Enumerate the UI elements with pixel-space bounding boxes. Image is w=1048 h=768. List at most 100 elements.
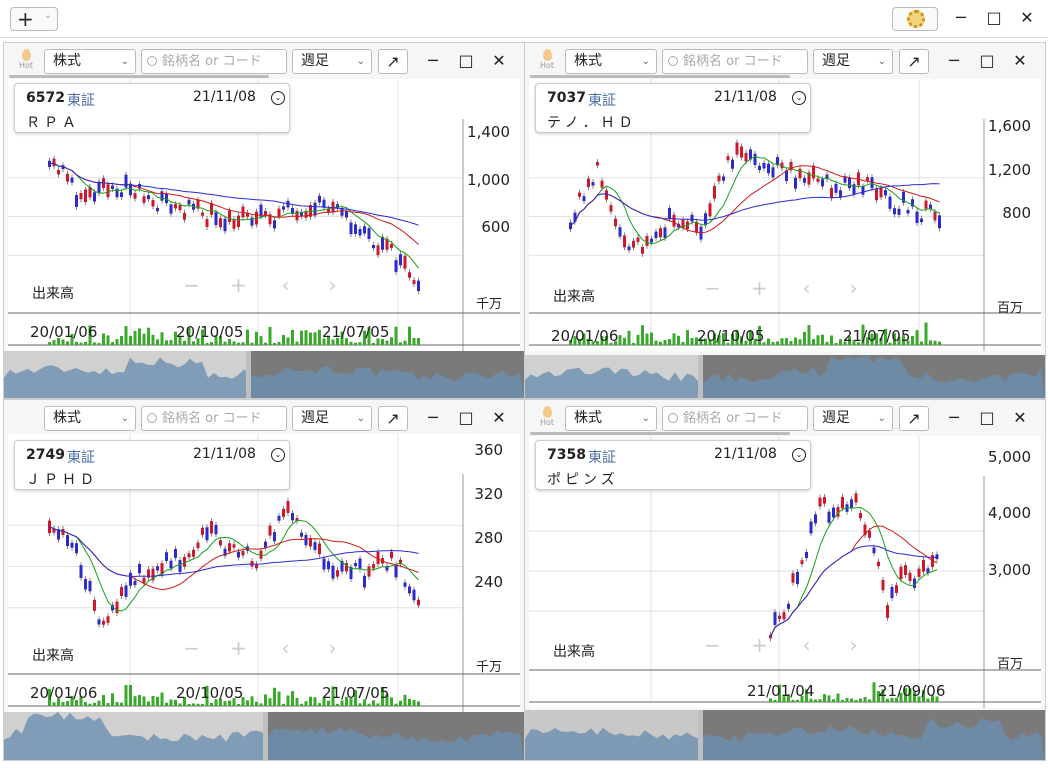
panel-maximize-button[interactable]: □: [979, 408, 995, 427]
volume-bar: [286, 695, 290, 706]
volume-bar: [791, 699, 795, 702]
volume-unit: 百万: [997, 301, 1024, 316]
range-navigator[interactable]: [525, 355, 1045, 398]
zoom-out-button[interactable]: −: [704, 633, 721, 657]
volume-bar: [852, 340, 856, 345]
horizontal-scrollbar[interactable]: [530, 75, 790, 78]
chevron-down-icon[interactable]: ⌄: [271, 91, 285, 105]
volume-bar: [327, 700, 330, 706]
panel-close-button[interactable]: ✕: [492, 51, 506, 70]
popout-button[interactable]: ↗: [899, 406, 929, 431]
volume-bar: [906, 340, 910, 345]
horizontal-scrollbar[interactable]: [9, 75, 269, 78]
chevron-down-icon[interactable]: ⌄: [792, 91, 806, 105]
zoom-out-button[interactable]: −: [704, 276, 721, 300]
zoom-out-button[interactable]: −: [183, 273, 200, 297]
zoom-in-button[interactable]: +: [230, 273, 247, 297]
panel-close-button[interactable]: ✕: [492, 408, 506, 427]
panel-minimize-button[interactable]: ─: [428, 408, 438, 427]
chevron-down-icon[interactable]: ⌄: [271, 448, 285, 462]
candle: [713, 186, 716, 199]
panel-maximize-button[interactable]: □: [979, 51, 995, 70]
window-minimize-button[interactable]: ─: [956, 8, 966, 27]
volume-bar: [196, 338, 200, 345]
horizontal-scrollbar[interactable]: [530, 432, 790, 435]
candle: [97, 619, 101, 625]
scroll-right-button[interactable]: ›: [849, 276, 858, 300]
period-select[interactable]: 週足 ⌄: [292, 406, 372, 431]
period-select[interactable]: 週足 ⌄: [292, 49, 372, 74]
zoom-in-button[interactable]: +: [230, 636, 247, 660]
stock-code: 6572: [26, 90, 65, 106]
candle: [291, 513, 294, 521]
scroll-right-button[interactable]: ›: [328, 636, 337, 660]
panel-close-button[interactable]: ✕: [1013, 51, 1027, 70]
panel-minimize-button[interactable]: ─: [949, 408, 959, 427]
search-input[interactable]: 銘柄名 or コード: [141, 49, 287, 74]
settings-button[interactable]: [892, 7, 938, 31]
search-input[interactable]: 銘柄名 or コード: [662, 49, 808, 74]
hot-button[interactable]: Hot: [533, 49, 561, 75]
window-maximize-button[interactable]: □: [986, 8, 1002, 27]
candle: [929, 204, 932, 210]
market-type-select[interactable]: 株式 ⌄: [44, 406, 136, 431]
candle: [214, 212, 218, 226]
volume-bar: [778, 684, 781, 702]
candle: [286, 200, 290, 208]
volume-bar: [169, 339, 173, 345]
period-select[interactable]: 週足 ⌄: [813, 406, 893, 431]
volume-bar: [803, 331, 806, 345]
scroll-left-button[interactable]: ‹: [802, 276, 811, 300]
scroll-left-button[interactable]: ‹: [281, 273, 290, 297]
market-type-select[interactable]: 株式 ⌄: [44, 49, 136, 74]
volume-bar: [264, 342, 267, 345]
candle: [295, 211, 299, 221]
candle: [372, 564, 375, 569]
candle: [641, 247, 644, 254]
panel-maximize-button[interactable]: □: [458, 51, 474, 70]
search-input[interactable]: 銘柄名 or コード: [141, 406, 287, 431]
volume-bar: [668, 339, 671, 345]
scroll-left-button[interactable]: ‹: [281, 636, 290, 660]
panel-close-button[interactable]: ✕: [1013, 408, 1027, 427]
market-type-select[interactable]: 株式 ⌄: [565, 49, 657, 74]
scroll-left-button[interactable]: ‹: [802, 633, 811, 657]
scroll-right-button[interactable]: ›: [849, 633, 858, 657]
panel-minimize-button[interactable]: ─: [949, 51, 959, 70]
volume-bar: [322, 338, 326, 345]
popout-button[interactable]: ↗: [378, 49, 408, 74]
volume-bar: [345, 338, 348, 345]
scroll-right-button[interactable]: ›: [328, 273, 337, 297]
candle: [358, 228, 362, 236]
volume-bar: [88, 703, 92, 706]
zoom-out-button[interactable]: −: [183, 636, 200, 660]
volume-bar: [345, 696, 348, 706]
volume-bar: [106, 702, 110, 706]
range-navigator[interactable]: [4, 351, 524, 398]
search-input[interactable]: 銘柄名 or コード: [662, 406, 808, 431]
period-select[interactable]: 週足 ⌄: [813, 49, 893, 74]
candle: [412, 280, 416, 285]
panel-maximize-button[interactable]: □: [458, 408, 474, 427]
add-panel-button[interactable]: + ⌄: [10, 7, 58, 31]
window-close-button[interactable]: ✕: [1020, 8, 1034, 27]
range-navigator-canvas: [4, 351, 524, 398]
range-navigator[interactable]: [525, 710, 1045, 760]
candle: [890, 586, 894, 599]
zoom-in-button[interactable]: +: [751, 633, 768, 657]
candle: [408, 586, 411, 594]
hot-button[interactable]: Hot: [12, 49, 40, 75]
popout-button[interactable]: ↗: [899, 49, 929, 74]
panel-minimize-button[interactable]: ─: [428, 51, 438, 70]
candle: [863, 524, 867, 536]
popout-button[interactable]: ↗: [378, 406, 408, 431]
zoom-in-button[interactable]: +: [751, 276, 768, 300]
ma-long-line: [49, 526, 419, 578]
chevron-down-icon[interactable]: ⌄: [792, 448, 806, 462]
range-navigator[interactable]: [4, 712, 524, 760]
hot-label: Hot: [539, 61, 555, 70]
market-type-select[interactable]: 株式 ⌄: [565, 406, 657, 431]
range-navigator-canvas: [525, 710, 1045, 760]
hot-button[interactable]: Hot: [533, 406, 561, 432]
volume-label: 出来高: [553, 289, 595, 305]
